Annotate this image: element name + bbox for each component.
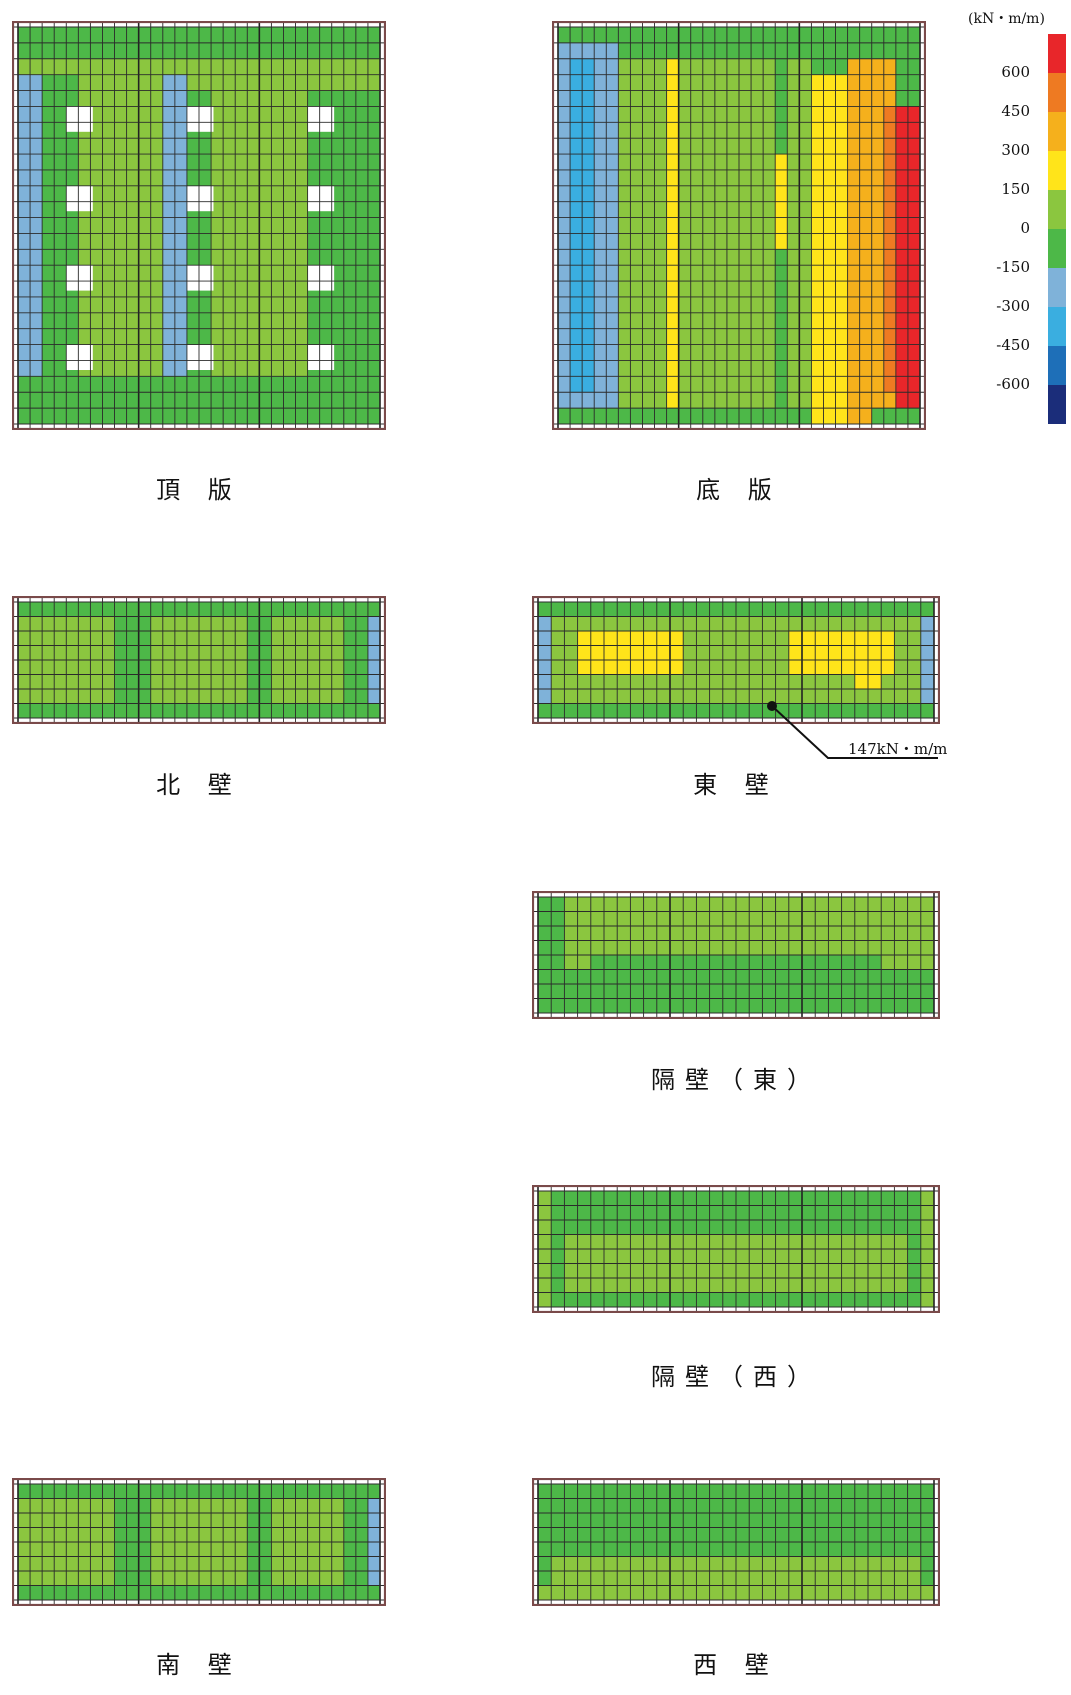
- slab-opening: [307, 265, 335, 291]
- west-wall-contour: [532, 1478, 940, 1606]
- legend-swatch: [1048, 112, 1066, 151]
- slab-opening: [186, 344, 214, 371]
- panel-frame: [13, 22, 385, 429]
- annotation-leader-line: [767, 701, 938, 759]
- slab-opening: [66, 106, 93, 132]
- legend-tick-label: 300: [1001, 141, 1030, 159]
- legend-tick-label: -600: [996, 375, 1030, 393]
- legend-swatch: [1048, 307, 1066, 346]
- top-slab-caption: 頂 版: [156, 476, 242, 504]
- legend-swatch: [1048, 385, 1066, 424]
- panel-frame: [553, 22, 925, 429]
- top-slab-contour: [12, 21, 386, 430]
- panel-frame: [533, 1479, 939, 1605]
- partition-west-contour: [532, 1185, 940, 1313]
- bottom-slab-contour: [552, 21, 926, 430]
- legend-tick-label: 150: [1001, 180, 1030, 198]
- legend-tick-label: 0: [1020, 219, 1030, 237]
- legend-swatch: [1048, 151, 1066, 190]
- bottom-slab-caption: 底 版: [696, 476, 782, 504]
- south-wall-caption: 南 壁: [156, 1651, 242, 1679]
- east-wall-caption: 東 壁: [693, 771, 779, 799]
- legend-swatch: [1048, 73, 1066, 112]
- legend-swatch: [1048, 190, 1066, 229]
- slab-opening: [66, 185, 93, 212]
- panel-frame: [533, 1186, 939, 1312]
- slab-opening: [307, 344, 335, 371]
- legend-swatch: [1048, 268, 1066, 307]
- slab-opening: [307, 106, 335, 132]
- slab-opening: [186, 265, 214, 291]
- partition-east-caption: 隔壁（東）: [651, 1066, 821, 1094]
- legend-tick-label: 600: [1001, 63, 1030, 81]
- partition-west-caption: 隔壁（西）: [651, 1363, 821, 1391]
- panel-frame: [13, 597, 385, 723]
- slab-opening: [186, 106, 214, 132]
- slab-opening: [186, 185, 214, 212]
- legend-swatch: [1048, 346, 1066, 385]
- legend-tick-label: -450: [996, 336, 1030, 354]
- panel-frame: [13, 1479, 385, 1605]
- legend-color-bar: [1048, 34, 1066, 424]
- legend-tick-label: 450: [1001, 102, 1030, 120]
- slab-opening: [66, 344, 93, 371]
- slab-opening: [307, 185, 335, 212]
- panel-frame: [533, 892, 939, 1018]
- east-wall-contour: [532, 596, 940, 724]
- south-wall-contour: [12, 1478, 386, 1606]
- legend-tick-label: -300: [996, 297, 1030, 315]
- partition-east-contour: [532, 891, 940, 1019]
- legend-swatch: [1048, 34, 1066, 73]
- slab-opening: [66, 265, 93, 291]
- legend-unit: (kN・m/m): [968, 11, 1045, 27]
- legend-swatch: [1048, 229, 1066, 268]
- north-wall-contour: [12, 596, 386, 724]
- west-wall-caption: 西 壁: [693, 1651, 779, 1679]
- max-moment-annotation: 147kN・m/m: [848, 740, 948, 758]
- legend-tick-label: -150: [996, 258, 1030, 276]
- panel-frame: [533, 597, 939, 723]
- north-wall-caption: 北 壁: [156, 771, 242, 799]
